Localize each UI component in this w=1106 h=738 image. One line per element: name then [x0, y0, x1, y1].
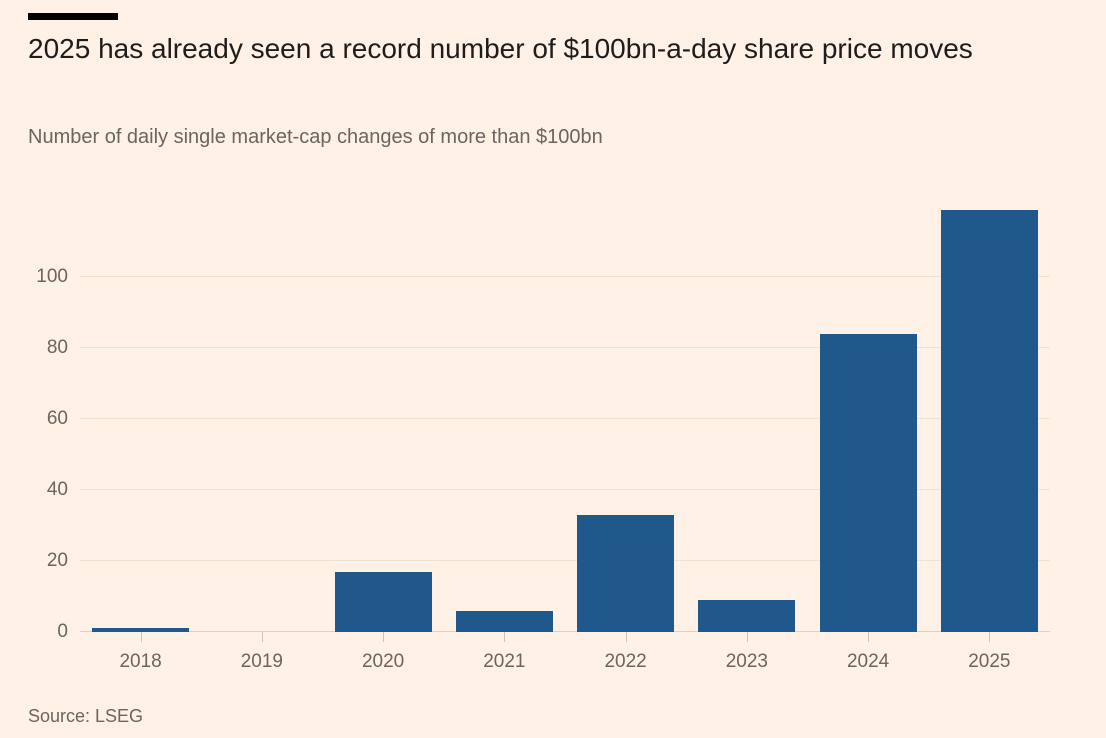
source-note: Source: LSEG: [28, 706, 144, 726]
x-tick-label-2023: 2023: [725, 651, 769, 672]
x-tick-label-2021: 2021: [483, 651, 526, 672]
bar-2021: [455, 610, 553, 632]
bar-2018: [92, 628, 190, 632]
x-tick-label-2022: 2022: [604, 651, 647, 672]
x-axis: 2018 2019 2020 2021 2022 2023 2024 2025: [80, 632, 1050, 680]
bars-layer: [80, 206, 1050, 632]
x-slot-2021: 2021: [444, 632, 565, 680]
bar-slot-2023: [686, 206, 807, 632]
x-slot-2020: 2020: [323, 632, 444, 680]
top-rule-decoration: [28, 13, 118, 20]
x-tick-2025: [989, 632, 991, 642]
y-tick-label-80: 80: [46, 337, 68, 359]
gridline-20: [80, 560, 1050, 562]
x-tick-2019: [261, 632, 263, 642]
bar-slot-2024: [808, 206, 929, 632]
y-tick-label-60: 60: [46, 408, 68, 429]
x-tick-label-2025: 2025: [968, 651, 1011, 672]
bar-slot-2018: [80, 206, 201, 632]
x-tick-2022: [625, 632, 627, 642]
x-slot-2025: 2025: [929, 632, 1050, 680]
plot-area: 0 20 40 60 80 100: [36, 206, 1050, 642]
x-tick-2020: [383, 632, 385, 642]
y-tick-label-0: 0: [57, 621, 68, 642]
bar-2024: [819, 333, 917, 632]
gridline-40: [80, 489, 1050, 491]
x-tick-2021: [504, 632, 506, 642]
x-tick-2023: [746, 632, 748, 642]
bar-slot-2020: [323, 206, 444, 632]
gridline-80: [80, 347, 1050, 349]
x-slot-2023: 2023: [686, 632, 807, 680]
chart-subtitle: Number of daily single market-cap change…: [28, 126, 603, 148]
x-tick-2024: [868, 632, 870, 642]
bar-2025: [940, 209, 1038, 632]
x-slot-2018: 2018: [80, 632, 201, 680]
x-slot-2019: 2019: [201, 632, 322, 680]
x-tick-label-2024: 2024: [846, 651, 890, 672]
chart-title: 2025 has already seen a record number of…: [28, 33, 973, 64]
bar-2022: [577, 514, 675, 632]
y-tick-label-100: 100: [36, 266, 68, 287]
bar-slot-2025: [929, 206, 1050, 632]
bar-2020: [334, 571, 432, 632]
x-tick-2018: [140, 632, 142, 642]
gridline-60: [80, 418, 1050, 419]
x-tick-label-2018: 2018: [119, 651, 162, 672]
x-tick-label-2019: 2019: [240, 651, 284, 672]
bar-slot-2021: [444, 206, 565, 632]
bar-slot-2022: [565, 206, 686, 632]
gridline-100: [80, 276, 1050, 277]
bar-2023: [698, 600, 796, 632]
bar-slot-2019: [201, 206, 322, 632]
gridline-0: [80, 631, 1050, 632]
y-tick-label-40: 40: [46, 479, 68, 501]
y-tick-label-20: 20: [46, 550, 68, 572]
x-slot-2024: 2024: [808, 632, 929, 680]
x-tick-label-2020: 2020: [361, 651, 405, 672]
x-slot-2022: 2022: [565, 632, 686, 680]
